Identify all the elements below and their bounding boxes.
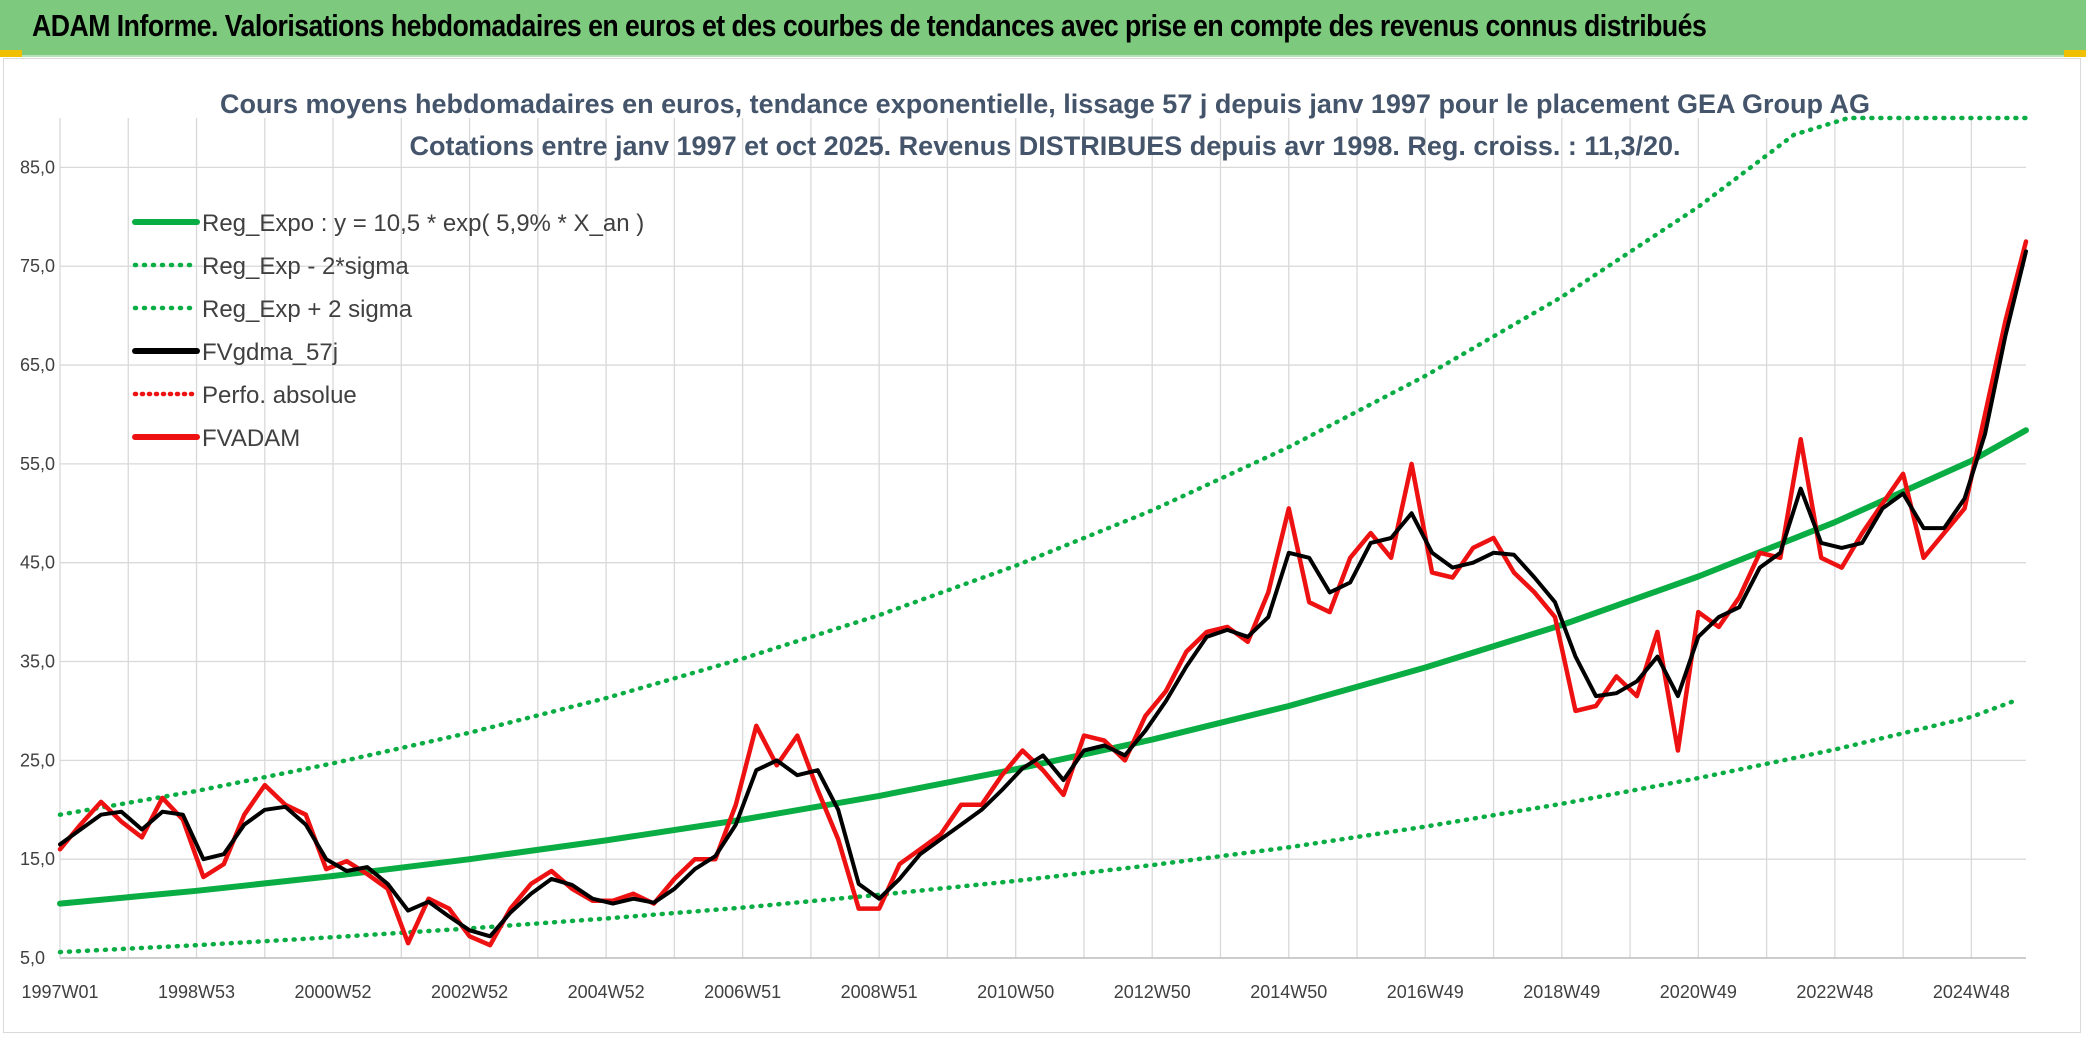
y-tick-label: 65,0: [20, 355, 55, 375]
y-axis-ticks: 5,0 15,0 25,0 35,0 45,0 55,0 65,0 75,0 85,0: [20, 157, 55, 968]
x-tick-label: 2014W50: [1250, 982, 1327, 1002]
series-line-smooth: [58, 249, 2028, 939]
x-tick-label: 2016W49: [1387, 982, 1464, 1002]
y-tick-label: 35,0: [20, 652, 55, 672]
x-tick-label: 2010W50: [977, 982, 1054, 1002]
legend-label: Reg_Exp - 2*sigma: [202, 253, 409, 280]
y-tick-label: 5,0: [20, 948, 45, 968]
x-axis-ticks: 1997W01 1998W53 2000W52 2002W52 2004W52 2006W…: [21, 982, 2009, 1002]
legend: Reg_Expo : y = 10,5 * exp( 5,9% * X_an )…: [132, 210, 644, 452]
y-tick-label: 85,0: [20, 157, 55, 177]
x-tick-label: 2002W52: [431, 982, 508, 1002]
x-tick-label: 2018W49: [1523, 982, 1600, 1002]
grid-layer: [59, 118, 2026, 959]
series-line-price: [57, 239, 2029, 948]
x-tick-label: 2024W48: [1933, 982, 2010, 1002]
report-banner: ADAM Informe. Valorisations hebdomadaire…: [0, 0, 2086, 57]
x-tick-label: 2022W48: [1796, 982, 1873, 1002]
chart-frame: [3, 58, 2081, 1033]
chart-title-line-2: Cotations entre janv 1997 et oct 2025. R…: [409, 131, 1680, 161]
legend-label: FVgdma_57j: [202, 339, 338, 366]
series-line-band: [57, 696, 2022, 955]
x-tick-label: 2006W51: [704, 982, 781, 1002]
y-tick-label: 15,0: [20, 849, 55, 869]
legend-label: Perfo. absolue: [202, 382, 357, 409]
chart-title-line-1: Cours moyens hebdomadaires en euros, ten…: [220, 89, 1870, 119]
series-line-trend: [57, 427, 2029, 907]
series-layer: [57, 115, 2029, 955]
y-tick-label: 25,0: [20, 750, 55, 770]
x-tick-label: 1998W53: [158, 982, 235, 1002]
x-tick-label: 2008W51: [841, 982, 918, 1002]
y-tick-label: 55,0: [20, 454, 55, 474]
series-line-band: [57, 115, 2029, 817]
x-tick-label: 2020W49: [1660, 982, 1737, 1002]
banner-corner-left: [0, 50, 22, 57]
x-tick-label: 2012W50: [1114, 982, 1191, 1002]
legend-label: Reg_Expo : y = 10,5 * exp( 5,9% * X_an ): [202, 210, 644, 237]
legend-label: FVADAM: [202, 425, 300, 452]
x-tick-label: 2000W52: [295, 982, 372, 1002]
x-tick-label: 2004W52: [568, 982, 645, 1002]
y-tick-label: 75,0: [20, 256, 55, 276]
legend-label: Reg_Exp + 2 sigma: [202, 296, 413, 323]
banner-corner-right: [2064, 50, 2086, 57]
report-title: ADAM Informe. Valorisations hebdomadaire…: [32, 8, 1707, 43]
x-tick-label: 1997W01: [21, 982, 98, 1002]
y-tick-label: 45,0: [20, 553, 55, 573]
